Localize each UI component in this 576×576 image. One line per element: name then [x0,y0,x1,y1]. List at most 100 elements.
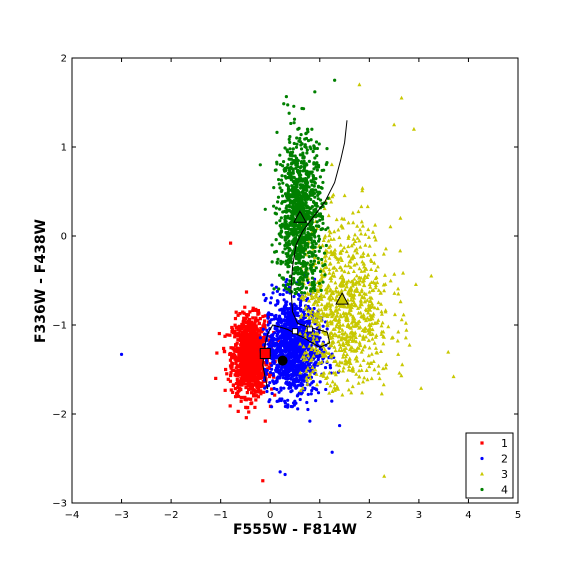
data-point [287,249,291,253]
data-point [332,229,337,234]
data-point [327,228,332,233]
data-point [283,472,287,477]
data-point [305,151,309,155]
data-point [297,283,301,287]
data-point [293,227,298,232]
data-point [366,353,371,358]
data-point [354,286,359,290]
data-point [313,245,317,249]
data-point [231,383,236,387]
series-4-points [258,78,337,296]
data-point [390,335,395,340]
data-point [285,367,290,371]
data-point [242,311,246,315]
data-point [277,273,282,277]
data-point [272,386,276,391]
data-point [330,379,335,384]
x-tick-label: 4 [465,510,471,521]
data-point [258,376,262,380]
data-point [312,300,317,305]
data-point [260,372,265,376]
data-point [270,335,274,339]
data-point [286,343,290,347]
data-point [274,212,279,216]
data-point [248,341,253,346]
data-point [233,395,238,399]
data-point [286,265,290,269]
data-point [237,372,241,377]
data-point [297,391,302,395]
data-point [259,327,263,331]
data-point [349,297,354,302]
data-point [243,367,247,371]
data-point [327,343,332,348]
y-tick-label: 2 [61,54,67,65]
data-point [301,226,305,230]
data-point [339,258,344,262]
data-point [317,249,321,253]
data-point [366,235,371,239]
data-point [251,388,256,392]
data-point [255,394,259,398]
data-point [295,379,299,383]
data-point [360,223,365,228]
data-point [354,261,359,266]
data-point [283,192,288,196]
data-point [273,393,277,397]
data-point [255,382,259,386]
data-point [372,234,377,239]
data-point [353,239,358,244]
data-point [289,256,293,261]
data-point [355,250,360,255]
data-point [266,384,271,388]
data-point [262,390,266,394]
data-point [367,329,372,334]
data-point [309,147,313,151]
data-point [229,373,233,378]
data-point [292,242,296,246]
data-point [278,186,282,190]
x-tick-label: 2 [366,510,372,521]
data-point [289,361,293,366]
data-point [284,176,288,180]
data-point [396,352,401,356]
data-point [281,159,286,164]
data-point [304,262,308,267]
data-point [217,331,221,336]
data-point [312,208,316,212]
data-point [252,326,256,331]
data-point [379,323,384,328]
data-point [307,315,312,320]
data-point [261,327,265,331]
data-point [307,343,312,348]
data-point [250,355,254,359]
data-point [277,287,281,291]
data-point [214,376,218,380]
data-point [316,348,321,353]
data-point [309,197,313,202]
data-point [301,156,305,160]
data-point [286,171,290,176]
data-point [365,328,370,333]
data-point [308,313,313,318]
data-point [334,268,339,272]
data-point [276,195,281,199]
data-point [307,250,311,254]
y-tick-label: −3 [52,499,67,510]
data-point [283,329,287,333]
data-point [353,335,358,339]
data-point [230,353,234,357]
data-point [304,350,309,354]
data-point [254,398,258,402]
data-point [319,292,324,296]
data-point [325,147,329,151]
data-point [304,375,309,380]
data-point [299,165,303,169]
data-point [296,358,300,362]
data-point [314,162,318,166]
data-point [272,351,276,355]
data-point [299,194,304,199]
data-point [299,299,303,303]
data-point [289,121,293,126]
data-point [236,358,240,362]
